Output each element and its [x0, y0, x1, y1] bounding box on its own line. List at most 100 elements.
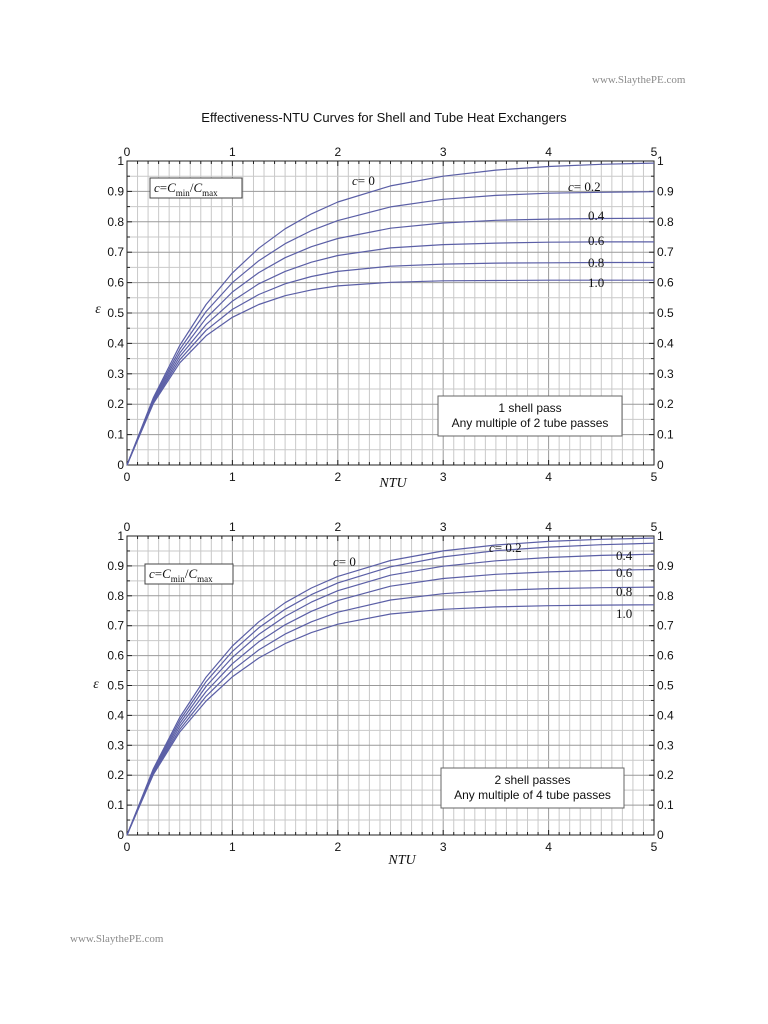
- def-c: c: [154, 180, 160, 195]
- curve-label-var: c: [333, 554, 339, 569]
- curve-label-5: 1.0: [588, 275, 604, 290]
- y-tick-label-right: 0.3: [657, 367, 674, 381]
- y-tick-label-left: 0: [117, 828, 124, 842]
- y-tick-label-left: 0.6: [107, 649, 124, 663]
- x-tick-label-bottom: 4: [545, 470, 552, 484]
- series-line-5: [126, 604, 655, 836]
- curve-label-val: = 0: [339, 554, 356, 569]
- series-line-2: [126, 553, 655, 836]
- y-tick-label-left: 0.4: [107, 708, 124, 722]
- info-box-line-0: 2 shell passes: [494, 773, 570, 787]
- y-tick-label-left: 0.7: [107, 619, 124, 633]
- info-box-line-0: 1 shell pass: [498, 401, 561, 415]
- y-axis-label: ε: [93, 677, 99, 692]
- y-tick-label-left: 0.5: [107, 306, 124, 320]
- def-C1: C: [162, 566, 171, 581]
- y-tick-label-right: 0: [657, 458, 664, 472]
- watermark-top: www.SlaythePE.com: [592, 74, 686, 86]
- y-axis-label: ε: [95, 302, 101, 317]
- definition-box: [149, 177, 243, 199]
- x-axis-label: NTU: [387, 853, 416, 868]
- x-tick-label-bottom: 3: [440, 470, 447, 484]
- y-tick-label-right: 0.5: [657, 679, 674, 693]
- curve-label-4: 0.8: [616, 584, 632, 599]
- series-group: [126, 537, 655, 836]
- series-line-5: [126, 279, 654, 466]
- info-box-line-1: Any multiple of 4 tube passes: [454, 788, 611, 802]
- x-tick-label-top: 2: [334, 520, 341, 534]
- y-tick-label-left: 0.9: [107, 184, 124, 198]
- info-box: [437, 395, 623, 437]
- series-line-3: [126, 241, 654, 466]
- def-c: c: [149, 566, 155, 581]
- series-line-4: [126, 261, 654, 466]
- curve-label-5: 1.0: [616, 606, 632, 621]
- x-tick-label-top: 0: [124, 145, 131, 159]
- def-C2: C: [193, 180, 202, 195]
- y-tick-label-right: 0.6: [657, 276, 674, 290]
- x-tick-label-top: 1: [229, 145, 236, 159]
- definition-text: c=Cmin/Cmax: [149, 566, 213, 584]
- def-slash: /: [190, 180, 194, 195]
- x-tick-label-bottom: 2: [334, 470, 341, 484]
- curve-label-0: c= 0: [333, 554, 356, 569]
- def-min: min: [171, 574, 186, 584]
- curve-label-3: 0.6: [588, 233, 605, 248]
- curve-label-var: c: [489, 540, 495, 555]
- def-C2: C: [188, 566, 197, 581]
- y-tick-label-left: 0.3: [107, 738, 124, 752]
- def-eq: =: [155, 566, 162, 581]
- y-tick-label-left: 1: [117, 529, 124, 543]
- def-max: max: [202, 188, 218, 198]
- y-tick-label-right: 0.2: [657, 768, 674, 782]
- y-tick-label-right: 0.3: [657, 738, 674, 752]
- curve-label-0: c= 0: [352, 173, 375, 188]
- curve-label-2: 0.4: [588, 208, 605, 223]
- y-tick-label-right: 0.4: [657, 708, 674, 722]
- x-tick-label-top: 3: [440, 520, 447, 534]
- x-tick-label-bottom: 0: [124, 840, 131, 854]
- x-tick-label-bottom: 2: [334, 840, 341, 854]
- y-tick-label-right: 1: [657, 529, 664, 543]
- x-tick-label-bottom: 4: [545, 840, 552, 854]
- curve-label-var: c: [568, 179, 574, 194]
- curve-label-3: 0.6: [616, 565, 633, 580]
- curve-label-1: c= 0.2: [489, 540, 522, 555]
- series-line-4: [126, 586, 655, 836]
- y-tick-label-right: 0.7: [657, 245, 674, 259]
- x-tick-label-top: 4: [545, 145, 552, 159]
- y-tick-label-left: 0.1: [107, 428, 124, 442]
- y-tick-label-left: 0: [117, 458, 124, 472]
- x-tick-label-bottom: 5: [651, 470, 658, 484]
- tick-marks: [126, 160, 655, 466]
- curve-label-var: c: [352, 173, 358, 188]
- y-tick-label-right: 0.2: [657, 397, 674, 411]
- curve-label-val: = 0: [358, 173, 375, 188]
- y-tick-label-right: 0.1: [657, 428, 674, 442]
- def-eq: =: [160, 180, 167, 195]
- y-tick-label-right: 0.4: [657, 336, 674, 350]
- y-tick-label-left: 0.6: [107, 276, 124, 290]
- y-tick-label-left: 0.4: [107, 336, 124, 350]
- info-box: [440, 767, 625, 809]
- series-line-0: [126, 537, 655, 836]
- def-slash: /: [185, 566, 189, 581]
- definition-box: [144, 563, 234, 585]
- curve-label-1: c= 0.2: [568, 179, 601, 194]
- y-tick-label-right: 0.8: [657, 215, 674, 229]
- x-tick-label-top: 1: [229, 520, 236, 534]
- y-tick-label-left: 0.1: [107, 798, 124, 812]
- y-tick-label-right: 0.1: [657, 798, 674, 812]
- y-tick-label-right: 0.7: [657, 619, 674, 633]
- y-tick-label-right: 0.9: [657, 184, 674, 198]
- series-line-0: [126, 162, 655, 466]
- watermark-bottom: www.SlaythePE.com: [70, 933, 164, 945]
- x-tick-label-top: 4: [545, 520, 552, 534]
- series-line-2: [126, 217, 655, 466]
- series-line-3: [126, 568, 655, 836]
- x-tick-label-top: 5: [651, 520, 658, 534]
- x-tick-label-bottom: 3: [440, 840, 447, 854]
- info-box-line-1: Any multiple of 2 tube passes: [452, 416, 609, 430]
- y-tick-label-left: 0.9: [107, 559, 124, 573]
- x-tick-label-top: 3: [440, 145, 447, 159]
